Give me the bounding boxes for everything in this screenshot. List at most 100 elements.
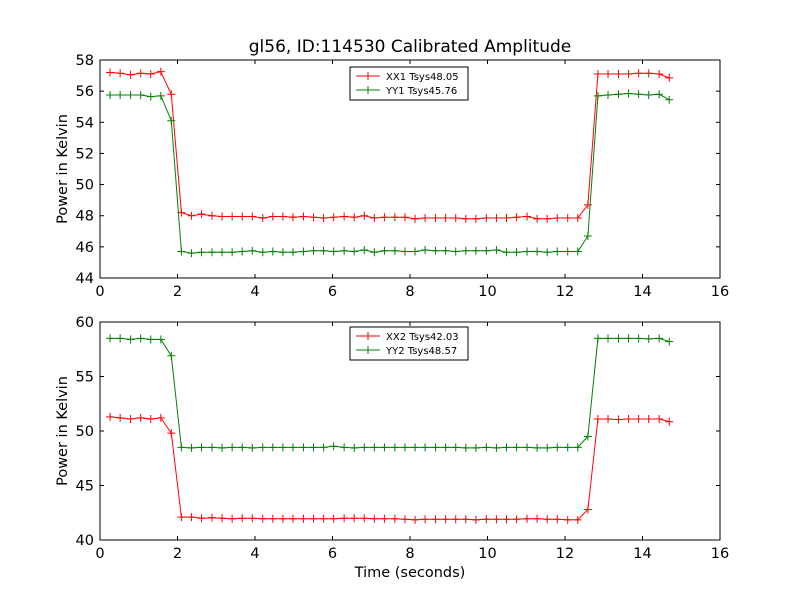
data-point-marker [187,443,196,452]
data-point-marker [218,212,227,221]
data-point-marker [431,246,440,255]
data-point-marker [116,91,125,100]
data-point-marker [593,415,602,424]
data-point-marker [288,213,297,222]
data-point-marker [167,351,176,360]
data-point-marker [431,515,440,524]
data-point-marker [126,91,135,100]
y-tick-label: 56 [76,84,94,100]
data-point-marker [624,415,633,424]
data-point-marker [502,248,511,257]
data-point-marker [258,514,267,523]
x-tick-label: 14 [633,546,651,562]
data-point-marker [563,247,572,256]
data-point-marker [655,90,664,99]
data-point-marker [319,214,328,223]
data-point-marker [451,515,460,524]
data-point-marker [502,214,511,223]
data-point-marker [543,443,552,452]
legend-marker [364,332,372,340]
data-point-marker [218,443,227,452]
x-tick-label: 10 [478,546,496,562]
data-point-marker [218,514,227,523]
data-point-marker [299,212,308,221]
data-point-marker [502,443,511,452]
data-point-marker [482,246,491,255]
data-point-marker [614,334,623,343]
data-point-marker [614,415,623,424]
legend-marker [364,72,372,80]
x-tick-label: 14 [633,284,651,300]
data-point-marker [228,443,237,452]
data-point-marker [167,90,176,99]
data-point-marker [228,248,237,257]
data-point-marker [248,514,257,523]
data-point-marker [411,214,420,223]
data-point-marker [248,212,257,221]
data-point-marker [583,231,592,240]
data-point-marker [350,247,359,256]
data-point-marker [380,213,389,222]
y-tick-label: 46 [76,240,94,256]
data-point-marker [655,415,664,424]
y-axis-label: Power in Kelvin [55,114,71,224]
data-point-marker [563,515,572,524]
data-point-marker [441,515,450,524]
legend-label: YY1 Tsys45.76 [385,86,457,97]
data-point-marker [370,214,379,223]
data-point-marker [492,245,501,254]
x-tick-label: 16 [711,546,729,562]
data-point-marker [533,514,542,523]
data-point-marker [380,514,389,523]
data-point-marker [238,514,247,523]
data-point-marker [258,214,267,223]
data-point-marker [177,443,186,452]
data-point-marker [421,515,430,524]
data-point-marker [288,443,297,452]
data-point-marker [197,443,206,452]
data-point-marker [360,211,369,220]
data-point-marker [471,443,480,452]
data-point-marker [604,91,613,100]
data-point-marker [400,213,409,222]
data-point-marker [634,334,643,343]
data-point-marker [207,248,216,257]
data-point-marker [309,213,318,222]
data-point-marker [553,247,562,256]
data-point-marker [167,429,176,438]
data-point-marker [421,245,430,254]
data-point-marker [258,443,267,452]
x-tick-label: 10 [478,284,496,300]
data-point-marker [116,69,125,78]
data-point-marker [197,248,206,257]
data-point-marker [502,515,511,524]
data-point-marker [319,443,328,452]
y-axis-label: Power in Kelvin [55,376,71,486]
data-point-marker [451,443,460,452]
legend-label: XX1 Tsys48.05 [386,72,459,83]
legend-marker [364,86,372,94]
x-tick-label: 0 [95,284,104,300]
x-tick-label: 4 [250,546,259,562]
data-point-marker [329,213,338,222]
data-point-marker [187,211,196,220]
data-point-marker [390,246,399,255]
data-point-marker [106,334,115,343]
data-point-marker [492,515,501,524]
data-point-marker [228,212,237,221]
data-point-marker [288,248,297,257]
data-point-marker [644,91,653,100]
data-point-marker [380,246,389,255]
y-tick-label: 50 [76,424,94,440]
data-point-marker [441,443,450,452]
data-point-marker [329,514,338,523]
data-point-marker [512,248,521,257]
data-point-marker [329,442,338,451]
data-point-marker [573,515,582,524]
data-point-marker [543,515,552,524]
x-tick-label: 0 [95,546,104,562]
data-point-marker [278,248,287,257]
x-tick-label: 6 [328,284,337,300]
data-point-marker [665,337,674,346]
